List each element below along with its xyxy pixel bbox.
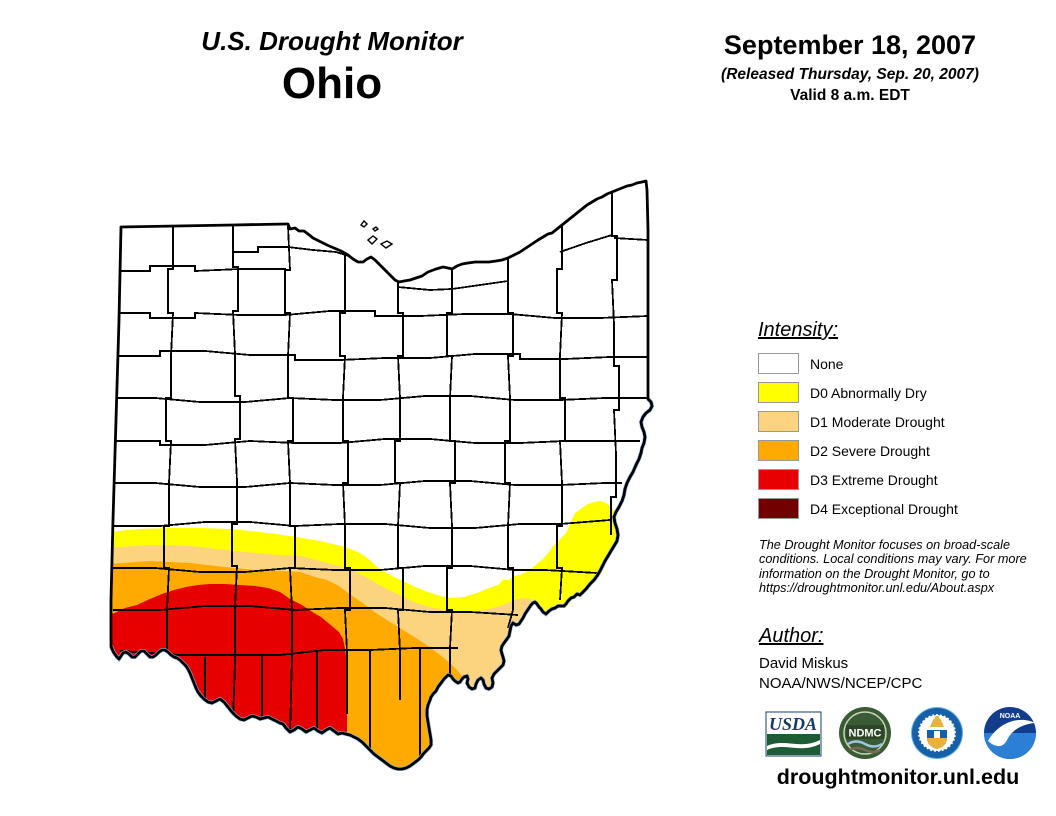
- legend-item-label: D3 Extreme Drought: [810, 471, 938, 488]
- author-name: David Miskus: [759, 655, 849, 672]
- valid-time: Valid 8 a.m. EDT: [790, 87, 910, 104]
- disclaimer-text: The Drought Monitor focuses on broad-sca…: [759, 538, 1027, 596]
- lake-erie-islands: [359, 219, 394, 249]
- commerce-seal-logo: [911, 707, 963, 759]
- svg-text:NOAA: NOAA: [1000, 713, 1021, 720]
- footer-url: droughtmonitor.unl.edu: [776, 765, 1020, 789]
- legend: Intensity: None D0 Abnormally Dry D1 Mod…: [758, 319, 958, 527]
- legend-item: D0 Abnormally Dry: [758, 382, 958, 403]
- region-title: Ohio: [281, 59, 383, 108]
- legend-item-label: D2 Severe Drought: [810, 442, 930, 459]
- legend-swatch: [758, 382, 799, 403]
- legend-swatch: [758, 469, 799, 490]
- noaa-logo: NOAA: [984, 707, 1036, 759]
- legend-item: D4 Exceptional Drought: [758, 498, 958, 519]
- legend-item: D1 Moderate Drought: [758, 411, 958, 432]
- legend-item-label: D1 Moderate Drought: [810, 413, 945, 430]
- svg-text:NDMC: NDMC: [849, 728, 882, 740]
- legend-item: D2 Severe Drought: [758, 440, 958, 461]
- ndmc-logo: NDMC: [839, 707, 891, 759]
- disclaimer-line: information on the Drought Monitor, go t…: [759, 566, 990, 581]
- logo-row: USDA NDMC NOAA: [765, 707, 1036, 759]
- legend-item-label: D0 Abnormally Dry: [810, 384, 927, 401]
- disclaimer-line: The Drought Monitor focuses on broad-sca…: [759, 538, 1011, 552]
- legend-item-label: D4 Exceptional Drought: [810, 500, 958, 517]
- disclaimer-line: conditions. Local conditions may vary. F…: [759, 552, 1027, 567]
- title-block: U.S. Drought Monitor Ohio: [132, 26, 532, 109]
- disclaimer-line: https://droughtmonitor.unl.edu/About.asp…: [759, 581, 995, 596]
- legend-item-label: None: [810, 355, 844, 372]
- legend-item: D3 Extreme Drought: [758, 469, 958, 490]
- legend-swatch: [758, 353, 799, 374]
- map-date: September 18, 2007: [723, 30, 977, 60]
- legend-item: None: [758, 353, 958, 374]
- legend-heading: Intensity:: [758, 319, 839, 341]
- release-date: (Released Thursday, Sep. 20, 2007): [721, 66, 979, 83]
- legend-swatch: [758, 411, 799, 432]
- date-block: September 18, 2007 (Released Thursday, S…: [700, 30, 1000, 105]
- legend-swatch: [758, 498, 799, 519]
- state-border: [109, 179, 654, 771]
- county-lines: [111, 192, 649, 757]
- author-org: NOAA/NWS/NCEP/CPC: [759, 675, 923, 692]
- page-title: U.S. Drought Monitor: [201, 26, 463, 56]
- legend-swatch: [758, 440, 799, 461]
- svg-text:USDA: USDA: [769, 714, 817, 734]
- author-heading: Author:: [759, 625, 824, 647]
- map-layers: [109, 179, 655, 771]
- usda-logo: USDA: [765, 711, 822, 757]
